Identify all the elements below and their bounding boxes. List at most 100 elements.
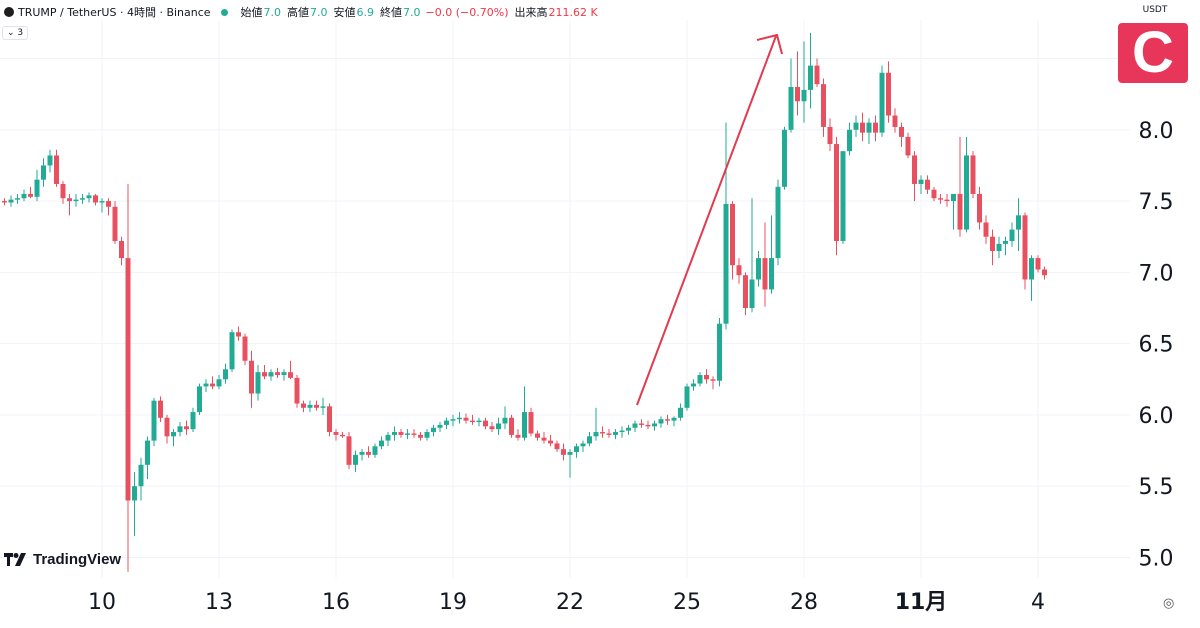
- candle-body: [587, 436, 592, 444]
- y-tick-label: 7.0: [1139, 261, 1174, 286]
- candle-body: [41, 165, 46, 180]
- candle-body: [652, 423, 657, 427]
- candle-body: [938, 198, 943, 200]
- candle-body: [509, 417, 514, 435]
- candle-body: [476, 420, 482, 423]
- symbol-title[interactable]: TRUMP / TetherUS · 4時間 · Binance: [18, 6, 211, 19]
- candle-body: [80, 198, 85, 200]
- chart-legend: TRUMP / TetherUS · 4時間 · Binance 始値 7.0 高…: [0, 3, 598, 21]
- candle-body: [769, 258, 774, 290]
- candle-body: [762, 258, 768, 290]
- candle-body: [1022, 215, 1028, 280]
- candle-body: [184, 426, 189, 430]
- candle-body: [528, 412, 534, 434]
- candle-body: [463, 417, 469, 421]
- candle-body: [197, 386, 202, 413]
- candle-body: [164, 417, 170, 437]
- currency-label[interactable]: USDT: [1133, 3, 1177, 17]
- candle-body: [385, 434, 391, 441]
- candle-body: [210, 383, 215, 387]
- candle-body: [333, 432, 339, 435]
- candle-body: [808, 65, 813, 90]
- candle-body: [470, 420, 475, 423]
- x-tick-label: 10: [88, 590, 116, 615]
- candle-body: [801, 89, 807, 102]
- candle-body: [795, 87, 800, 102]
- candle-body: [944, 199, 950, 202]
- candle-body: [522, 412, 527, 438]
- x-tick-label: 16: [322, 590, 350, 615]
- candle-body: [860, 122, 865, 133]
- close-value: 7.0: [403, 5, 421, 19]
- candle-body: [359, 451, 365, 455]
- candle-body: [34, 179, 40, 197]
- candle-body: [567, 451, 573, 455]
- candle-body: [541, 437, 547, 441]
- candle-body: [145, 440, 150, 465]
- candle-body: [723, 203, 729, 324]
- x-tick-label: 22: [556, 590, 584, 615]
- candle-body: [28, 193, 33, 197]
- open-value: 7.0: [263, 5, 282, 19]
- candle-body: [171, 432, 176, 437]
- candle-body: [93, 195, 98, 203]
- candle-body: [444, 420, 449, 425]
- candle-body: [756, 258, 761, 280]
- legend-collapse-button[interactable]: ⌄ 3: [2, 26, 29, 40]
- candle-body: [496, 423, 501, 430]
- candle-body: [671, 417, 677, 421]
- candle-body: [873, 122, 878, 133]
- candle-body: [366, 451, 371, 455]
- candle-body: [691, 383, 696, 387]
- candle-body: [242, 336, 248, 361]
- candle-body: [1035, 258, 1041, 270]
- candle-body: [418, 434, 423, 438]
- candle-body: [840, 151, 846, 241]
- candle-body: [1016, 215, 1021, 230]
- candle-body: [892, 115, 898, 127]
- candle-body: [353, 454, 358, 465]
- candle-body: [951, 193, 956, 202]
- y-tick-label: 5.0: [1139, 547, 1174, 572]
- candle-body: [905, 136, 911, 156]
- x-tick-label: 19: [439, 590, 467, 615]
- candle-body: [821, 84, 826, 127]
- candle-body: [964, 155, 969, 230]
- candle-body: [548, 440, 553, 444]
- candle-body: [847, 129, 852, 152]
- candle-body: [632, 423, 638, 428]
- candle-body: [886, 72, 891, 116]
- low-label: 安値: [333, 6, 356, 19]
- candle-body: [574, 446, 579, 452]
- candle-body: [535, 433, 540, 438]
- candle-body: [457, 417, 462, 420]
- candle-body: [782, 129, 787, 187]
- candle-body: [619, 430, 625, 433]
- candle-body: [262, 372, 267, 377]
- candle-body: [931, 189, 937, 199]
- candle-body: [177, 426, 183, 433]
- settings-icon[interactable]: ◎: [1163, 596, 1175, 611]
- candle-body: [613, 432, 618, 435]
- candle-body: [314, 404, 319, 408]
- candle-body: [86, 195, 92, 199]
- candle-body: [977, 193, 982, 223]
- candle-body: [2, 201, 7, 203]
- candle-body: [236, 332, 241, 337]
- candle-body: [21, 193, 27, 199]
- candle-body: [8, 199, 14, 203]
- candle-body: [704, 375, 709, 380]
- candle-body: [60, 183, 66, 199]
- x-tick-label: 25: [673, 590, 701, 615]
- candle-body: [437, 424, 443, 428]
- candle-body: [307, 404, 313, 408]
- high-label: 高値: [287, 6, 310, 19]
- open-label: 始値: [240, 6, 263, 19]
- candle-body: [996, 243, 1002, 251]
- candle-body: [749, 279, 755, 308]
- y-tick-label: 6.5: [1139, 333, 1174, 358]
- candle-body: [684, 386, 690, 408]
- candle-body: [379, 440, 384, 447]
- candle-body: [990, 236, 995, 251]
